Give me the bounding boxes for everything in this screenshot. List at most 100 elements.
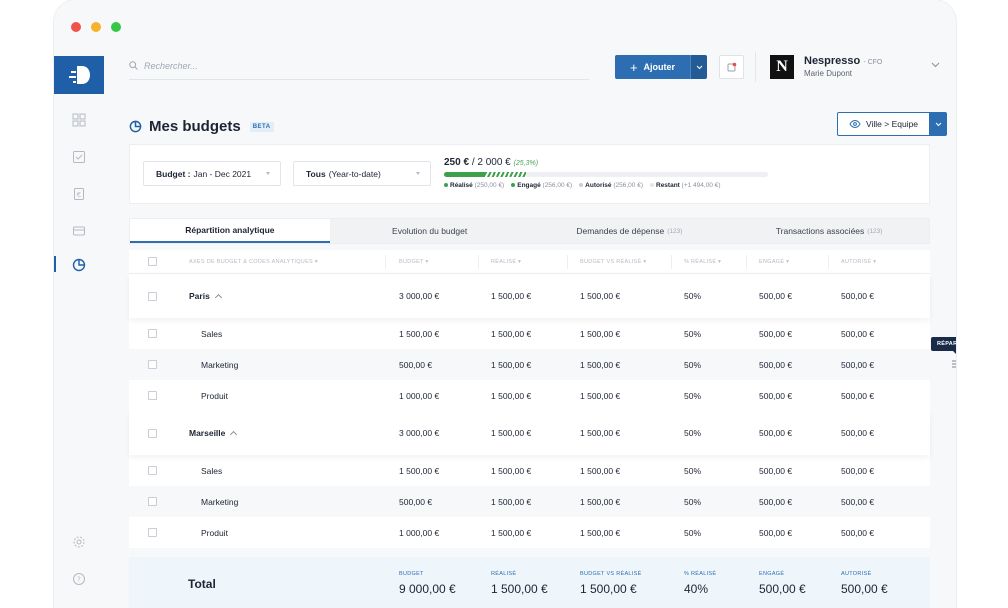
table-cell: 500,00 € [759,496,793,507]
total-value: 500,00 € [759,582,806,596]
card-icon[interactable] [72,224,86,238]
header-divider [385,255,386,269]
maximize-window-button[interactable] [111,22,121,32]
budget-filter-panel: Budget : Jan - Dec 2021 Tous (Year-to-da… [129,144,930,204]
notification-button[interactable] [719,55,744,79]
company-name[interactable]: Nespresso - CFO [804,55,883,67]
legend-dot-icon [444,183,448,188]
total-value: 40% [684,582,709,596]
header-divider [478,255,479,269]
collapse-icon[interactable] [214,293,222,302]
group-row[interactable]: Paris 3 000,00 € 1 500,00 € 1 500,00 € 50% 50… [129,274,930,318]
table-row[interactable]: Produit 1 000,00 € 1 500,00 € 1 500,00 € 50%… [129,517,930,548]
table-cell: 1 500,00 € [491,428,532,438]
column-header[interactable]: BUDGET ▾ [399,259,429,265]
table-row[interactable]: Produit 1 000,00 € 1 500,00 € 1 500,00 € 50%… [129,380,930,411]
table-body: Paris 3 000,00 € 1 500,00 € 1 500,00 € 50% 50… [129,274,930,548]
legend-item: Restant (+1 494,00 €) [650,182,721,189]
table-cell: 500,00 € [841,390,875,401]
add-dropdown-button[interactable] [690,55,707,79]
budget-amount: 250 € / 2 000 € (25,3%) [444,157,539,168]
beta-badge: BETA [249,121,274,132]
table-cell: 500,00 € [841,527,875,538]
column-header[interactable]: RÉALISÉ ▾ [491,259,522,265]
total-row: Total BUDGET 9 000,00 € RÉALISÉ 1 500,00 € B… [129,557,930,608]
view-selector-button[interactable]: Ville > Equipe [837,112,930,136]
table-row[interactable]: Marketing 500,00 € 1 500,00 € 1 500,00 € 50%… [129,486,930,517]
tab-1[interactable]: Répartition analytique [130,219,330,243]
column-header[interactable]: AUTORISÉ ▾ [841,259,877,265]
table-cell: 500,00 € [841,465,875,476]
select-all-checkbox[interactable] [148,257,157,266]
tab-2[interactable]: Evolution du budget [330,219,530,243]
app-logo[interactable] [54,56,104,94]
chevron-down-icon [266,172,270,175]
column-header[interactable]: % RÉALISÉ ▾ [684,259,722,265]
collapse-icon[interactable] [230,430,238,439]
total-key: RÉALISÉ [491,571,517,577]
group-row[interactable]: Marseille 3 000,00 € 1 500,00 € 1 500,00 € 5… [129,411,930,455]
help-icon[interactable]: ? [72,572,86,586]
chevron-down-icon[interactable] [931,62,940,68]
checklist-icon[interactable] [72,150,86,164]
row-checkbox[interactable] [148,466,157,475]
view-dropdown-button[interactable] [930,112,947,136]
table-cell: 1 500,00 € [399,328,440,339]
close-window-button[interactable] [71,22,81,32]
row-name-text: Marketing [201,359,239,370]
search-bar[interactable]: Rechercher... [129,60,589,80]
table-cell: 50% [684,328,702,339]
table-row[interactable]: Sales 1 500,00 € 1 500,00 € 1 500,00 € 50% 50… [129,455,930,486]
pie-chart-icon[interactable] [72,258,86,272]
repartition-tooltip: RÉPARTITION [931,337,956,354]
period-select[interactable]: Tous (Year-to-date) [293,161,431,186]
table-cell: 1 500,00 € [580,328,621,339]
dashboard-icon[interactable] [72,113,86,127]
table-header: AXES DE BUDGET & CODES ANALYTIQUES ▾ BUDG… [129,250,930,274]
legend-label: Engagé [517,182,541,189]
row-checkbox[interactable] [148,497,157,506]
total-value: 9 000,00 € [399,582,456,596]
column-header[interactable]: BUDGET VS RÉALISÉ ▾ [580,259,647,265]
receipt-icon[interactable]: € [72,187,86,201]
legend-dot-icon [511,183,516,188]
table-cell: 1 500,00 € [491,465,532,476]
sidebar: € ? [54,52,104,608]
company-avatar[interactable]: N [770,55,794,79]
budget-percent: (25,3%) [513,160,539,167]
tab-count: (123) [667,227,683,235]
row-checkbox[interactable] [148,528,157,537]
budget-period-select[interactable]: Budget : Jan - Dec 2021 [143,161,281,186]
table-cell: 3 000,00 € [399,291,440,301]
table-row[interactable]: Marketing 500,00 € 1 500,00 € 1 500,00 € 50%… [129,349,930,380]
column-header[interactable]: ENGAGÉ ▾ [759,259,790,265]
table-cell: 1 500,00 € [491,359,532,370]
add-button[interactable]: + Ajouter [615,55,690,79]
table-cell: 1 500,00 € [580,428,621,438]
row-checkbox[interactable] [148,360,157,369]
table-cell: 500,00 € [759,359,793,370]
table-cell: 1 500,00 € [491,328,532,339]
row-checkbox[interactable] [148,428,157,438]
search-input[interactable]: Rechercher... [144,61,198,71]
row-checkbox[interactable] [148,291,157,301]
tab-label: Evolution du budget [392,226,468,236]
table-cell: 500,00 € [759,291,793,301]
table-row[interactable]: Sales 1 500,00 € 1 500,00 € 1 500,00 € 50% 50… [129,318,930,349]
tab-4[interactable]: Transactions associées (123) [729,219,929,243]
title-bar [54,0,956,52]
table-cell: 50% [684,496,702,507]
table-cell: 1 500,00 € [491,291,532,301]
table-cell: 1 500,00 € [580,390,621,401]
repartition-icon[interactable] [952,360,956,369]
row-name-text: Marketing [201,496,239,507]
minimize-window-button[interactable] [91,22,101,32]
column-header[interactable]: AXES DE BUDGET & CODES ANALYTIQUES ▾ [189,259,318,265]
table-cell: 1 500,00 € [491,390,532,401]
gear-icon[interactable] [72,535,86,549]
row-checkbox[interactable] [148,329,157,338]
pie-chart-icon [129,120,142,133]
tab-3[interactable]: Demandes de dépense (123) [530,219,730,243]
table-cell: 1 500,00 € [580,496,621,507]
row-checkbox[interactable] [148,391,157,400]
